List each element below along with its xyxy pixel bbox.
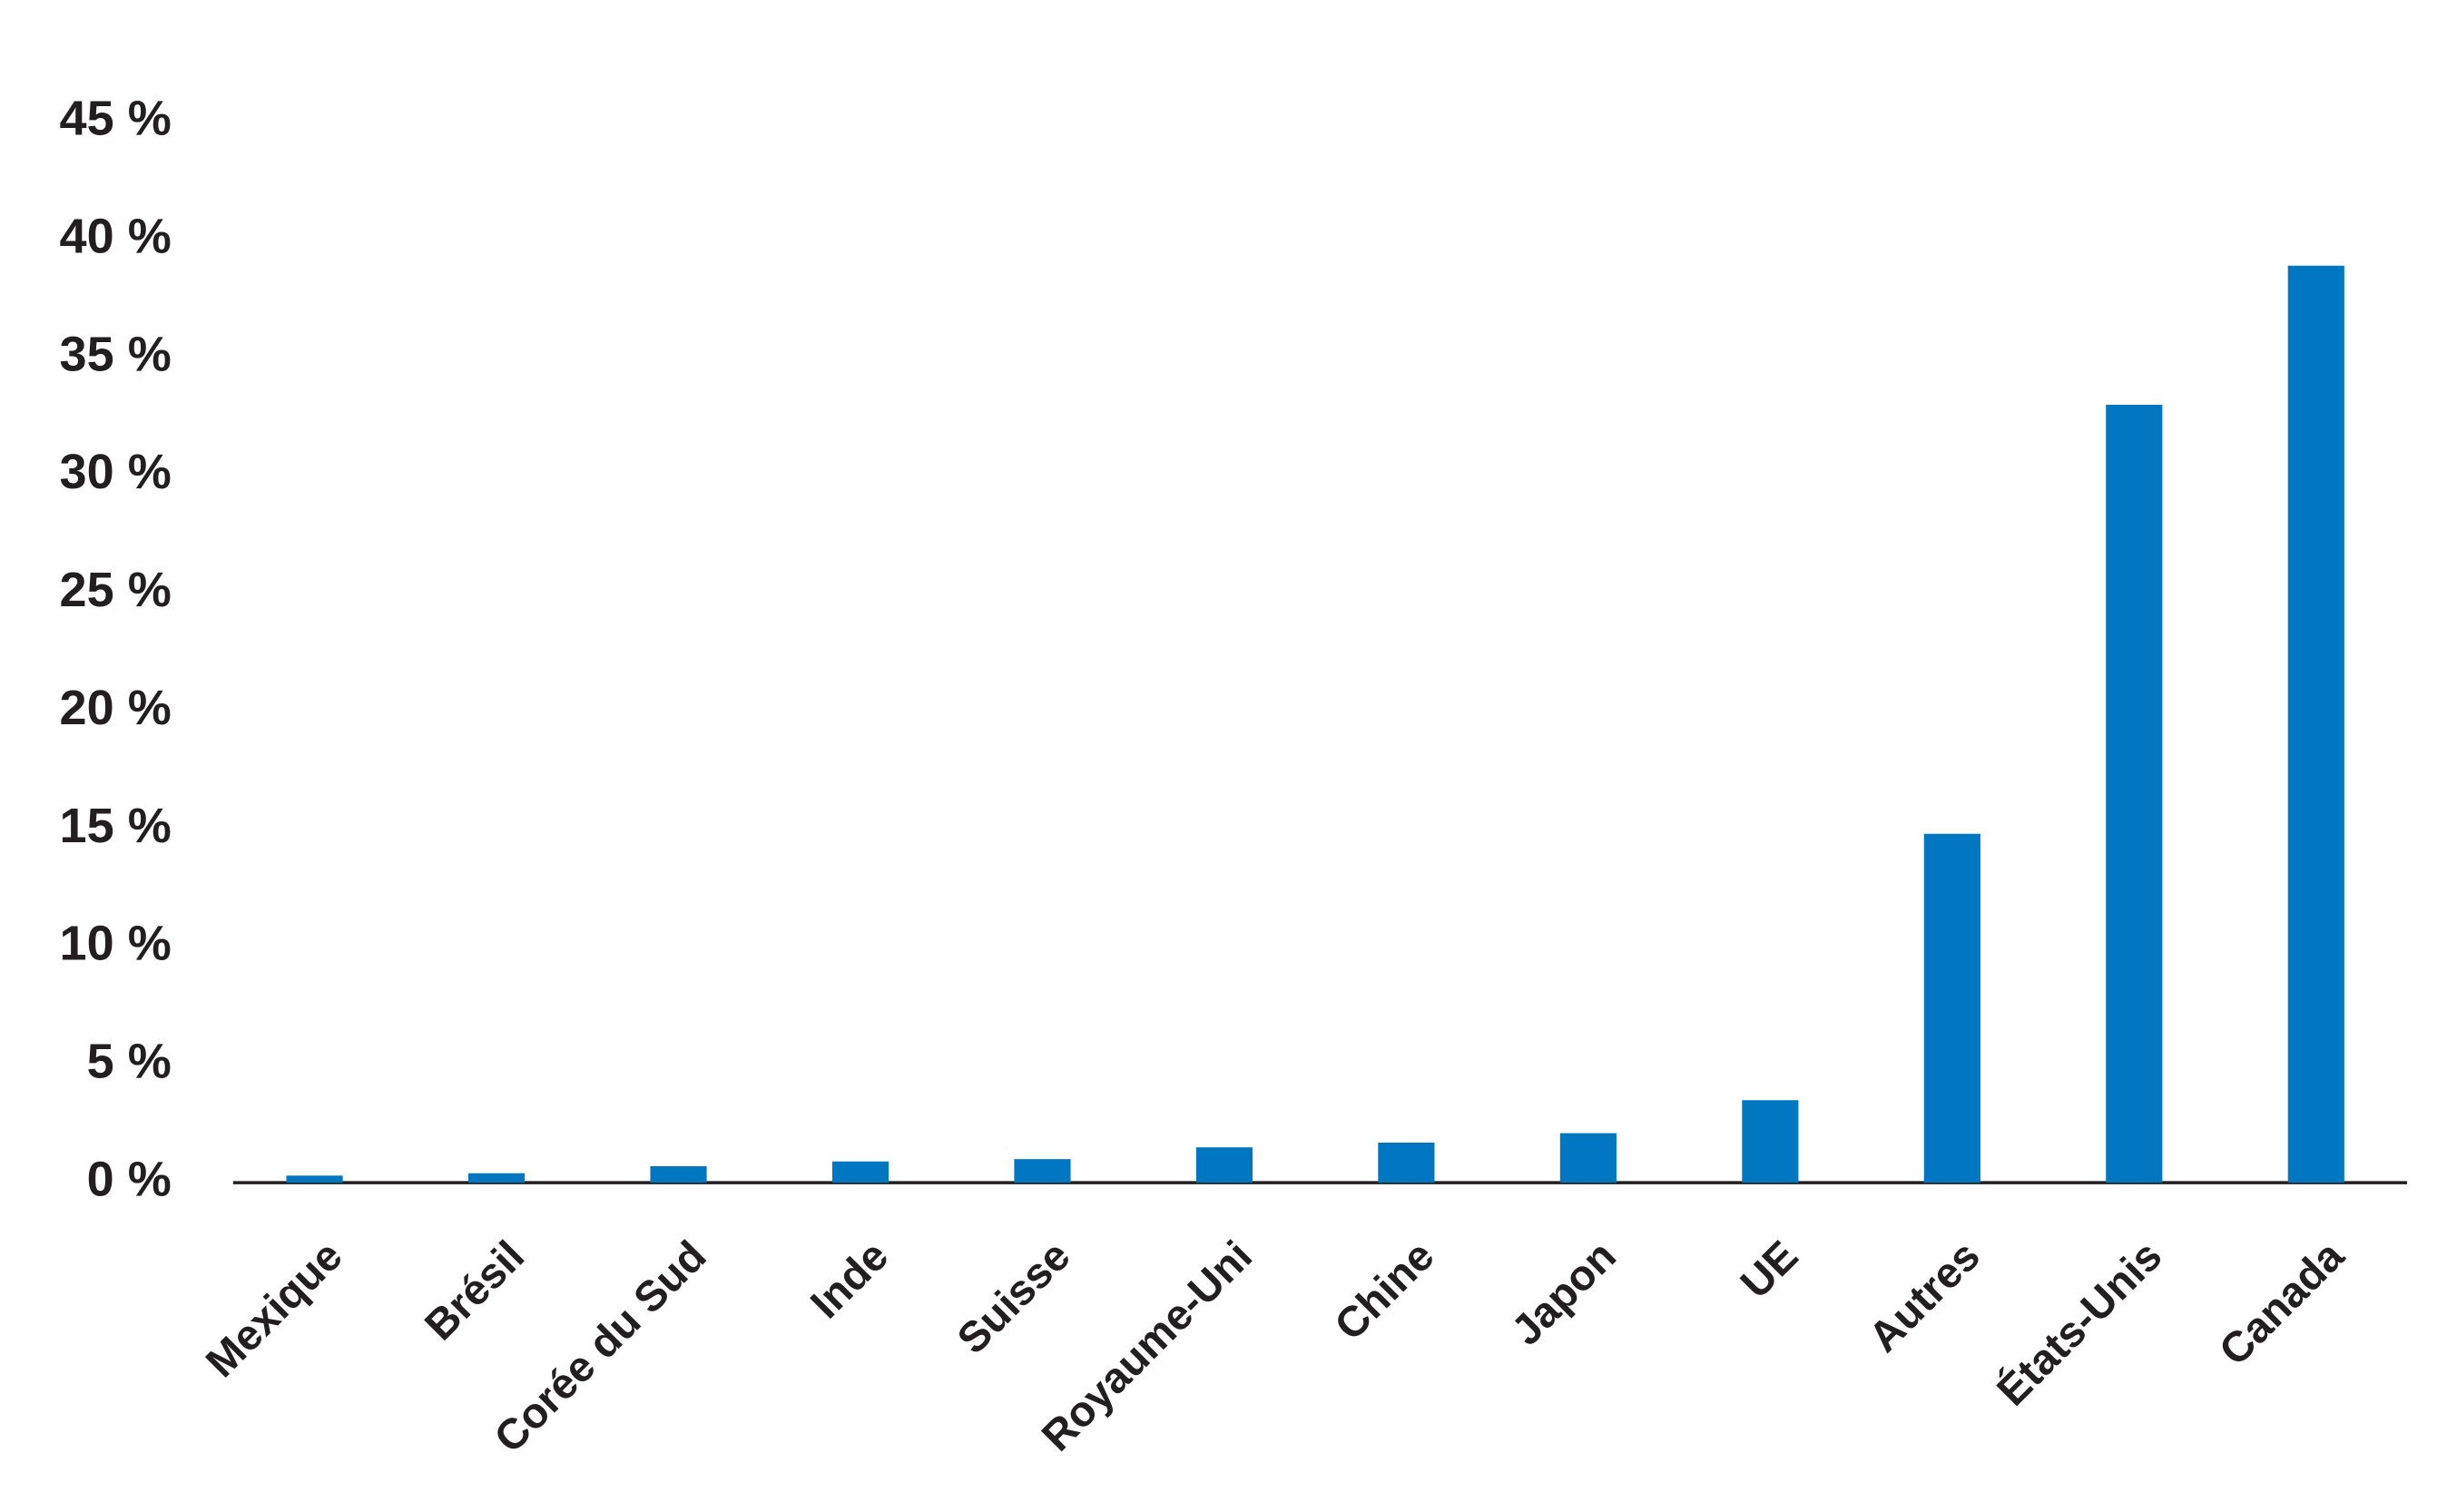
bar: [286, 1175, 343, 1183]
x-tick-label: Brésil: [415, 1232, 533, 1350]
x-tick-label: Suisse: [948, 1232, 1079, 1363]
bar: [1195, 1147, 1253, 1183]
y-tick-label: 5 %: [87, 1035, 172, 1089]
bar: [831, 1161, 889, 1183]
x-tick-label: Mexique: [196, 1232, 351, 1387]
bar: [1559, 1133, 1617, 1183]
bar: [1014, 1159, 1071, 1183]
bar: [2287, 265, 2344, 1183]
y-tick-label: 35 %: [60, 327, 172, 381]
x-tick-label: Chine: [1325, 1232, 1443, 1350]
bar: [650, 1165, 707, 1183]
bar: [1378, 1142, 1435, 1183]
y-tick-label: 10 %: [60, 917, 172, 971]
x-tick-label: Canada: [2209, 1231, 2353, 1374]
bar: [1742, 1100, 1799, 1183]
y-tick-label: 45 %: [60, 92, 172, 146]
y-tick-label: 0 %: [87, 1152, 172, 1206]
bar: [2106, 405, 2163, 1183]
x-tick-label: Inde: [801, 1232, 897, 1328]
bar: [467, 1173, 526, 1183]
y-tick-label: 40 %: [60, 209, 172, 263]
x-tick-label: États-Unis: [1987, 1232, 2170, 1415]
x-tick-label: UE: [1731, 1232, 1807, 1308]
y-tick-label: 30 %: [60, 445, 172, 499]
y-tick-label: 15 %: [60, 799, 172, 853]
y-tick-label: 20 %: [60, 681, 172, 735]
x-tick-label: Autres: [1859, 1232, 1989, 1361]
bar: [1923, 833, 1980, 1183]
x-tick-label: Japon: [1502, 1232, 1626, 1355]
y-tick-label: 25 %: [60, 563, 172, 617]
